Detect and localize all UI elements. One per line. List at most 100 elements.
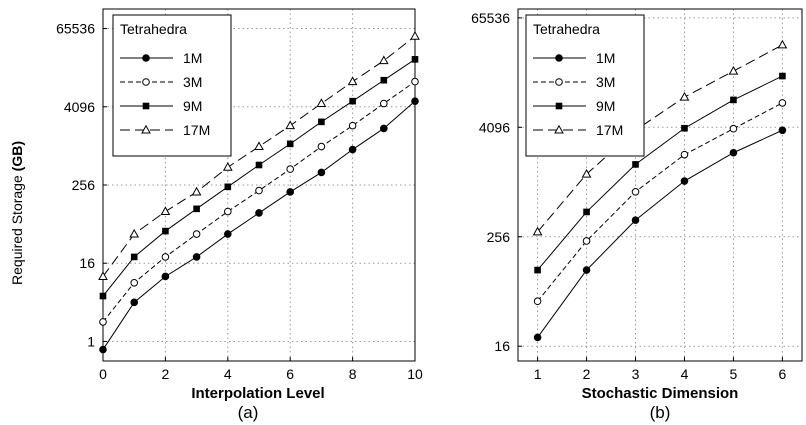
data-point-9M (411, 56, 419, 63)
legend-marker-9M (555, 102, 563, 110)
data-point-9M (730, 96, 737, 104)
y-tick-label: 65536 (56, 21, 95, 37)
x-tick-label: 0 (99, 366, 107, 382)
legend-marker-17M (141, 124, 151, 134)
plot-frame-b (517, 8, 803, 362)
legend-marker-1M (555, 54, 563, 62)
data-point-9M (583, 208, 590, 216)
series-line-3M (537, 102, 783, 302)
data-point-9M (349, 97, 356, 105)
data-point-1M (729, 148, 738, 157)
data-point-3M (348, 121, 357, 130)
x-tick-label: 1 (534, 366, 542, 382)
data-point-3M (680, 150, 689, 159)
x-tick-label: 4 (681, 366, 689, 382)
data-point-17M (254, 141, 264, 151)
data-point-1M (348, 145, 357, 154)
data-point-17M (378, 55, 389, 65)
data-point-3M (380, 99, 388, 108)
data-point-3M (161, 253, 170, 261)
legend-marker-9M (142, 102, 150, 110)
legend-a: Tetrahedra 1M 3M 9M 17M (112, 14, 232, 157)
data-point-9M (632, 161, 639, 168)
data-point-3M (224, 207, 232, 216)
data-point-17M (191, 186, 202, 196)
data-point-1M (582, 266, 591, 274)
y-tick-label: 256 (72, 177, 96, 193)
data-point-17M (222, 162, 233, 171)
y-tick-label: 16 (494, 338, 510, 354)
legend-label-9M: 9M (596, 98, 615, 114)
data-point-17M (160, 206, 171, 216)
data-point-1M (533, 333, 542, 342)
data-point-17M (347, 76, 358, 86)
data-point-3M (286, 165, 295, 173)
data-point-9M (534, 266, 541, 274)
series-line-3M (102, 81, 416, 323)
legend-label-17M: 17M (183, 122, 210, 138)
legend-label-1M: 1M (596, 50, 615, 66)
legend-marker-17M (554, 124, 564, 134)
data-point-17M (316, 98, 327, 108)
x-tick-label: 2 (162, 366, 170, 382)
data-point-17M (679, 91, 690, 101)
data-point-3M (778, 99, 787, 107)
series-line-9M (537, 75, 783, 271)
legend-marker-3M (555, 78, 563, 86)
data-point-9M (162, 227, 169, 235)
data-point-1M (380, 124, 388, 133)
x-tick-label: 10 (407, 366, 423, 382)
data-point-3M (192, 230, 201, 238)
data-point-3M (582, 237, 591, 245)
data-point-1M (99, 345, 107, 354)
data-point-1M (161, 272, 170, 281)
data-point-1M (631, 216, 640, 224)
y-tick-label: 65536 (471, 10, 510, 26)
data-point-17M (581, 168, 592, 178)
series-line-17M (102, 35, 416, 277)
y-tick-label: 16 (79, 255, 95, 271)
data-point-3M (317, 142, 326, 151)
data-point-1M (778, 126, 787, 135)
data-point-1M (680, 177, 689, 185)
legend-box (112, 14, 232, 157)
x-tick-label: 6 (286, 366, 294, 382)
data-point-3M (411, 77, 419, 86)
data-point-9M (99, 292, 107, 300)
legend-title: Tetrahedra (533, 21, 600, 37)
legend-marker-3M (142, 78, 150, 86)
series-line-1M (537, 129, 783, 338)
data-point-9M (681, 124, 688, 132)
data-point-17M (728, 65, 739, 75)
data-point-1M (411, 97, 419, 105)
legend-box (525, 14, 645, 157)
chart-panel-a: 0 2 4 6 8 10 1 16 256 4096 65536 Interpolation Lev… (56, 8, 423, 422)
data-point-1M (224, 230, 232, 238)
data-point-17M (129, 228, 140, 238)
series-line-17M (537, 44, 783, 233)
data-point-17M (98, 271, 108, 280)
data-point-1M (130, 298, 138, 307)
data-point-3M (99, 318, 107, 326)
data-point-9M (318, 118, 325, 126)
legend-label-3M: 3M (596, 74, 615, 90)
legend-b: Tetrahedra 1M 3M 9M 17M (525, 14, 645, 157)
panel-caption-b: (b) (650, 403, 671, 422)
x-axis-title-b: Stochastic Dimension (582, 385, 739, 402)
data-point-9M (224, 183, 232, 191)
x-axis-title-a: Interpolation Level (191, 385, 324, 402)
data-point-17M (285, 120, 296, 130)
x-tick-label: 4 (224, 366, 232, 382)
chart-panel-b: 1 2 3 4 5 6 16 256 4096 65536 Stochastic Dimensio… (471, 8, 803, 422)
legend-title: Tetrahedra (120, 21, 187, 37)
panel-caption-a: (a) (238, 403, 259, 422)
legend-marker-1M (142, 54, 150, 62)
x-tick-label: 3 (632, 366, 640, 382)
legend-label-9M: 9M (183, 98, 202, 114)
y-tick-label: 256 (487, 229, 511, 245)
x-tick-label: 6 (779, 366, 787, 382)
data-point-1M (255, 209, 263, 217)
data-point-9M (779, 72, 786, 80)
legend-label-1M: 1M (183, 50, 202, 66)
y-tick-label: 4096 (479, 119, 510, 135)
